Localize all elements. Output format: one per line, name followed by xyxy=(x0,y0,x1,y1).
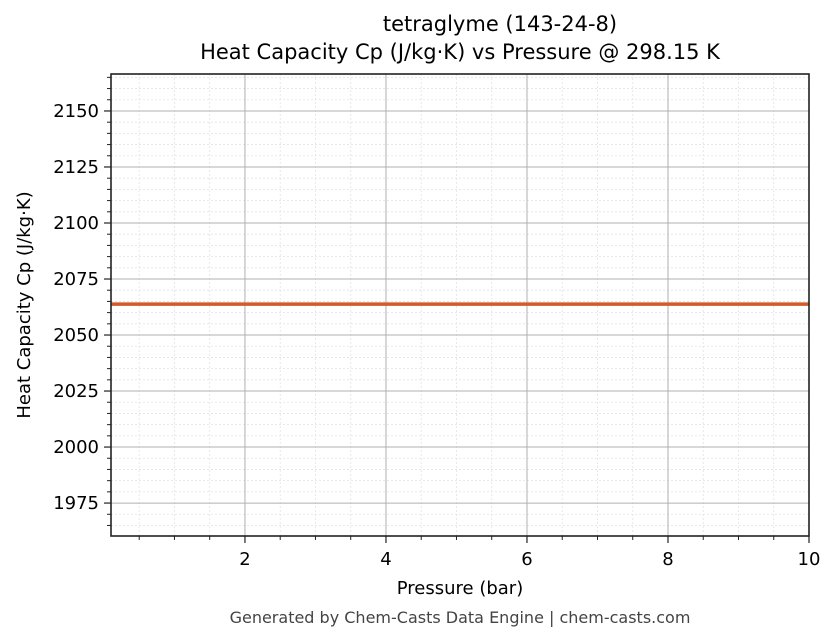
y-tick-label: 2125 xyxy=(53,157,99,178)
x-tick-label: 6 xyxy=(521,549,532,570)
x-axis-label: Pressure (bar) xyxy=(397,578,523,599)
y-tick-label: 2050 xyxy=(53,325,99,346)
axes-frame xyxy=(110,73,810,537)
y-tick-label: 2025 xyxy=(53,381,99,402)
chart-subtitle: Heat Capacity Cp (J/kg·K) vs Pressure @ … xyxy=(200,40,720,64)
y-axis-label: Heat Capacity Cp (J/kg·K) xyxy=(14,191,35,418)
y-tick-label: 2000 xyxy=(53,437,99,458)
footer-credit: Generated by Chem-Casts Data Engine | ch… xyxy=(229,608,691,627)
x-tick-label: 10 xyxy=(798,549,821,570)
chart-title: tetraglyme (143-24-8) xyxy=(382,12,618,36)
y-tick-label: 2075 xyxy=(53,269,99,290)
y-tick-label: 2150 xyxy=(53,101,99,122)
x-tick-label: 4 xyxy=(380,549,391,570)
x-tick-label: 2 xyxy=(239,549,250,570)
x-tick-label: 8 xyxy=(662,549,673,570)
y-tick-label: 1975 xyxy=(53,493,99,514)
y-tick-label: 2100 xyxy=(53,213,99,234)
